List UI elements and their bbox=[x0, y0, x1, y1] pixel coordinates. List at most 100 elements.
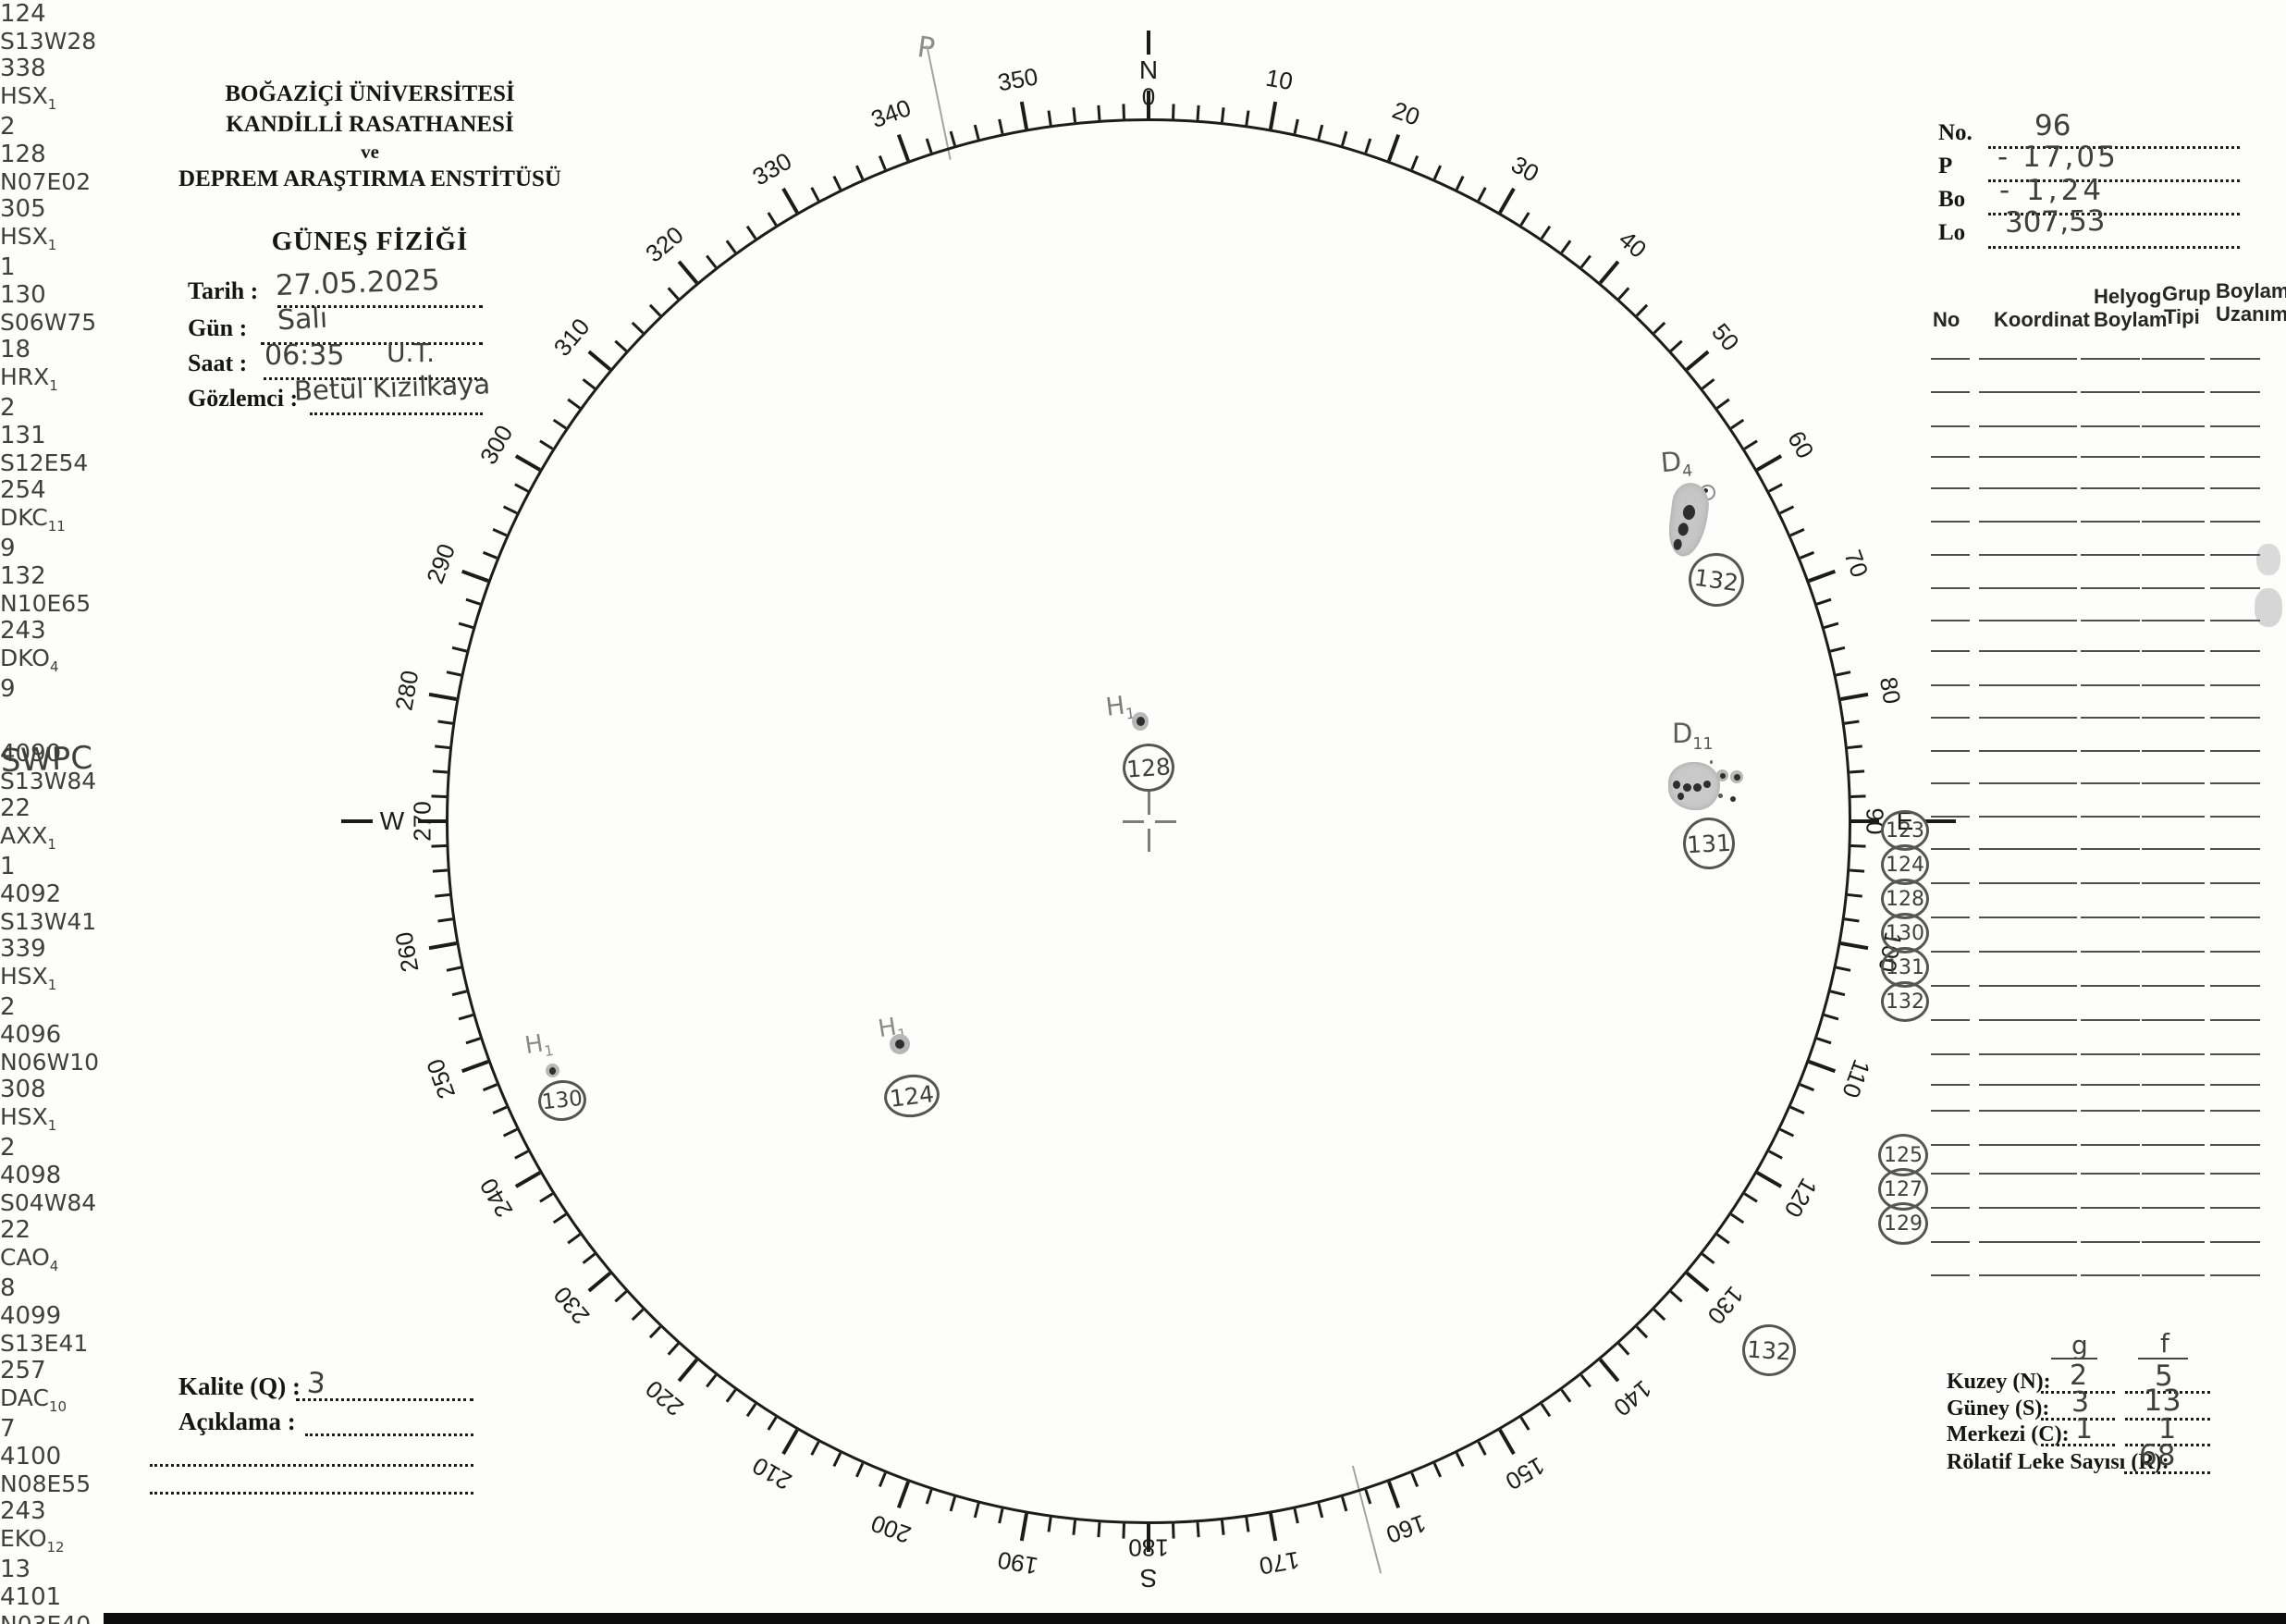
handwritten-cell: S12E54 bbox=[0, 449, 89, 476]
ruled-line bbox=[2142, 487, 2205, 489]
ruled-line bbox=[2142, 782, 2205, 784]
degree-label: 10 bbox=[1263, 63, 1296, 96]
tarih-label: Tarih : bbox=[188, 277, 259, 304]
col-header-helyog-2: Boylam bbox=[2094, 308, 2168, 331]
ruled-line bbox=[2081, 848, 2140, 850]
no-line bbox=[1988, 146, 2240, 149]
ruled-line bbox=[2081, 587, 2140, 589]
handwritten-cell: S13E41 bbox=[0, 1330, 89, 1357]
ruled-line bbox=[2210, 1053, 2260, 1055]
ruled-line bbox=[1979, 1207, 2077, 1209]
ruled-line bbox=[2142, 1019, 2205, 1021]
title-line: DEPREM ARAŞTIRMA ENSTİTÜSÜ bbox=[178, 166, 561, 191]
guney-g-line bbox=[2041, 1418, 2115, 1421]
minor-degree-tick bbox=[1850, 844, 1866, 848]
merkezi-g-line bbox=[2041, 1444, 2115, 1446]
ruled-line bbox=[2142, 985, 2205, 987]
handwritten-cell: 4096 bbox=[0, 1021, 62, 1049]
handwritten-cell: S06W75 bbox=[0, 309, 97, 336]
ruled-line bbox=[2081, 985, 2140, 987]
ruled-line bbox=[2081, 425, 2140, 427]
handwritten-cell: 22 bbox=[0, 1216, 31, 1244]
minor-degree-tick bbox=[1122, 1523, 1125, 1539]
tarih-value: 27.05.2025 bbox=[275, 263, 441, 303]
p-label: P bbox=[1938, 154, 1953, 178]
no-value: 96 bbox=[2034, 109, 2071, 142]
ruled-line bbox=[1931, 717, 1970, 719]
relatif-label: Rölatif Leke Sayısı (R): bbox=[1947, 1450, 2169, 1474]
ruled-line bbox=[2081, 391, 2140, 393]
ruled-line bbox=[1979, 1241, 2077, 1243]
handwritten-cell: HSX1 bbox=[0, 82, 57, 113]
ruled-line bbox=[1979, 521, 2077, 523]
degree-label: 280 bbox=[389, 668, 424, 713]
p-value: - 17,05 bbox=[1997, 141, 2119, 174]
relatif-value: 68 bbox=[2139, 1439, 2176, 1472]
handwritten-cell: 4101 bbox=[0, 1583, 62, 1611]
west-marker-dash bbox=[341, 819, 373, 823]
group-type-subscript: 1 bbox=[47, 977, 57, 993]
ruled-line bbox=[2210, 882, 2260, 884]
handwritten-cell: S13W28 bbox=[0, 28, 97, 55]
handwritten-cell: CAO4 bbox=[0, 1244, 59, 1274]
ruled-line bbox=[1979, 358, 2077, 360]
kalite-label: Kalite (Q) : bbox=[178, 1372, 301, 1400]
minor-degree-tick bbox=[431, 844, 447, 848]
group-type-subscript: 1 bbox=[49, 377, 58, 394]
title-line: ve bbox=[361, 141, 379, 163]
handwritten-cell: N07E02 bbox=[0, 168, 92, 195]
handwritten-cell: HSX1 bbox=[0, 963, 57, 993]
handwritten-cell: 308 bbox=[0, 1076, 46, 1103]
ruled-line bbox=[2081, 816, 2140, 818]
ruled-line bbox=[2081, 487, 2140, 489]
ruled-line bbox=[1931, 684, 1970, 686]
major-degree-tick bbox=[1147, 91, 1150, 118]
ruled-line bbox=[2142, 816, 2205, 818]
handwritten-cell: 132 bbox=[0, 562, 46, 590]
handwritten-cell: 243 bbox=[0, 1497, 46, 1525]
ruled-line bbox=[1931, 521, 1970, 523]
ruled-line bbox=[1931, 1110, 1970, 1112]
ruled-line bbox=[1931, 782, 1970, 784]
saat-line bbox=[264, 377, 483, 380]
ruled-line bbox=[2142, 750, 2205, 752]
ruled-line bbox=[2142, 1207, 2205, 1209]
ruled-line bbox=[2210, 650, 2260, 652]
ruled-line bbox=[2142, 848, 2205, 850]
ruled-line bbox=[1931, 985, 1970, 987]
ruled-line bbox=[2142, 587, 2205, 589]
ruled-line bbox=[1931, 391, 1970, 393]
handwritten-cell: 243 bbox=[0, 617, 46, 645]
handwritten-cell: DAC10 bbox=[0, 1384, 68, 1415]
g-header-underline bbox=[2051, 1358, 2097, 1359]
handwritten-cell: 124 bbox=[0, 0, 46, 28]
col-header-koordinat: Koordinat bbox=[1994, 308, 2090, 331]
merkezi-f-value: 1 bbox=[2158, 1413, 2177, 1446]
lo-value: 307,53 bbox=[2004, 204, 2106, 240]
aciklama-label: Açıklama : bbox=[178, 1408, 296, 1435]
ruled-line bbox=[2081, 620, 2140, 621]
ruled-line bbox=[1931, 456, 1970, 458]
kalite-value: 3 bbox=[305, 1366, 326, 1401]
bo-label: Bo bbox=[1938, 187, 1966, 212]
handwritten-cell: S04W84 bbox=[0, 1189, 97, 1216]
ruled-line bbox=[1931, 1207, 1970, 1209]
handwritten-cell: 2 bbox=[0, 993, 16, 1021]
ruled-line bbox=[1979, 391, 2077, 393]
minor-degree-tick bbox=[1122, 104, 1125, 119]
kuzey-f-value: 5 bbox=[2155, 1359, 2173, 1393]
cardinal-west: W bbox=[379, 806, 405, 835]
title-line: KANDİLLİ RASATHANESİ bbox=[226, 112, 514, 137]
ruled-line bbox=[1931, 487, 1970, 489]
aciklama-line bbox=[305, 1433, 473, 1436]
ruled-line bbox=[1979, 587, 2077, 589]
handwritten-cell: 22 bbox=[0, 794, 31, 822]
gun-line bbox=[261, 342, 483, 345]
handwritten-cell: 4098 bbox=[0, 1162, 62, 1189]
ruled-line bbox=[2081, 1084, 2140, 1086]
ruled-line bbox=[1979, 684, 2077, 686]
ruled-line bbox=[1979, 456, 2077, 458]
relatif-line bbox=[2124, 1471, 2210, 1474]
ruled-line bbox=[2081, 1173, 2140, 1175]
